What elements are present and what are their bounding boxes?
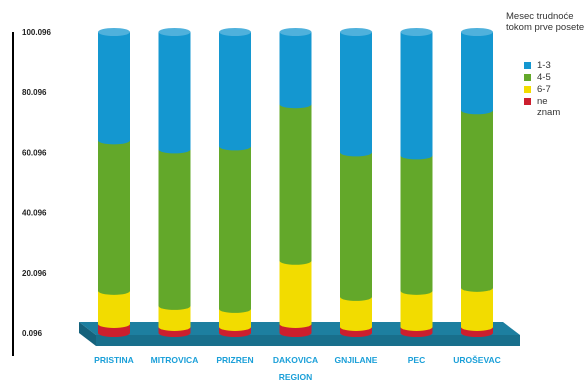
bars-group: [98, 28, 493, 337]
bar-segment: [279, 104, 312, 265]
bar-stack: [400, 28, 433, 337]
bar-cap: [279, 28, 312, 36]
legend-label: 6-7: [537, 84, 551, 95]
bar-segment: [219, 146, 251, 313]
bar-segment: [461, 110, 493, 292]
bar-cap: [340, 28, 372, 36]
bar-segment: [158, 305, 191, 331]
bar-cap: [219, 28, 251, 36]
bar-segment: [158, 32, 191, 154]
bar-cap: [98, 28, 130, 36]
legend-swatch: [524, 62, 531, 69]
y-tick-label: 0.096: [22, 329, 43, 338]
bar-cap: [400, 28, 433, 36]
legend-swatch: [524, 74, 531, 81]
x-tick-label: PEC: [408, 355, 425, 365]
platform-front: [96, 335, 520, 346]
bar-segment: [340, 296, 372, 331]
y-tick-label: 100.096: [22, 28, 51, 37]
bar-stack: [219, 28, 251, 337]
legend-item: 1-3: [524, 60, 567, 71]
bar-segment: [98, 32, 130, 145]
bar-segment: [340, 152, 372, 301]
x-axis-labels: PRISTINA MITROVICA PRIZREN DAKOVICA GNJILANE…: [94, 354, 501, 365]
bar-segment: [461, 32, 493, 115]
legend: 1-3 4-5 6-7 ne znam: [524, 60, 567, 119]
bar-cap: [461, 28, 493, 36]
legend-item: ne znam: [524, 96, 567, 118]
legend-label: 1-3: [537, 60, 551, 71]
bar-segment: [340, 32, 372, 157]
x-axis-title: REGION: [279, 372, 313, 382]
bar-stack: [340, 28, 372, 337]
x-tick-label: GNJILANE: [335, 355, 378, 365]
bar-cap: [158, 28, 191, 36]
y-tick-label: 80.096: [22, 88, 47, 97]
bar-stack: [279, 28, 312, 337]
bar-segment: [98, 140, 130, 295]
bar-segment: [219, 308, 251, 331]
bar-segment: [219, 32, 251, 151]
y-tick-label: 20.096: [22, 269, 47, 278]
bar-segment: [400, 32, 433, 160]
x-tick-label: PRISTINA: [94, 355, 134, 365]
bar-stack: [98, 28, 130, 337]
legend-swatch: [524, 86, 531, 93]
x-tick-label: UROŠEVAC: [453, 354, 501, 365]
bar-segment: [461, 287, 493, 331]
bar-segment: [279, 260, 312, 328]
bar-segment: [400, 290, 433, 331]
x-tick-label: DAKOVICA: [273, 355, 318, 365]
bar-stack: [158, 28, 191, 337]
legend-swatch: [524, 98, 531, 105]
legend-title: Mesec trudnoće tokom prve posete: [506, 11, 585, 33]
legend-item: 6-7: [524, 84, 567, 95]
y-axis: 0.096 20.096 40.096 60.096 80.096 100.096: [12, 28, 51, 356]
y-tick-label: 40.096: [22, 209, 47, 218]
x-tick-label: PRIZREN: [216, 355, 253, 365]
y-tick-label: 60.096: [22, 148, 47, 157]
bar-stack: [461, 28, 493, 337]
bar-segment: [279, 32, 312, 109]
platform-side: [79, 322, 96, 346]
bar-segment: [400, 155, 433, 295]
bar-segment: [98, 290, 130, 328]
legend-label: ne znam: [537, 96, 561, 118]
x-tick-label: MITROVICA: [151, 355, 199, 365]
bar-segment: [158, 149, 191, 310]
legend-label: 4-5: [537, 72, 551, 83]
legend-item: 4-5: [524, 72, 567, 83]
